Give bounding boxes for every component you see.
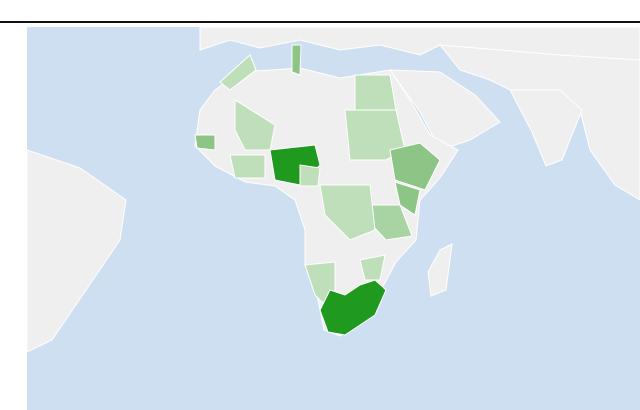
congo [319,184,376,241]
top-bar-border [0,21,640,23]
zimbabwe [359,254,386,281]
tunisia [291,44,302,76]
kenya [394,181,421,216]
india [509,89,583,167]
ethiopia [389,142,441,191]
south-africa [319,279,387,336]
asia [438,44,640,201]
cameroon [299,164,321,187]
mali [234,99,276,151]
egypt [354,74,397,111]
ivory-coast-ghana [229,154,266,179]
morocco [219,54,257,91]
senegal [194,134,216,151]
arabia [388,69,501,151]
south-america [26,149,127,353]
madagascar [427,243,453,297]
